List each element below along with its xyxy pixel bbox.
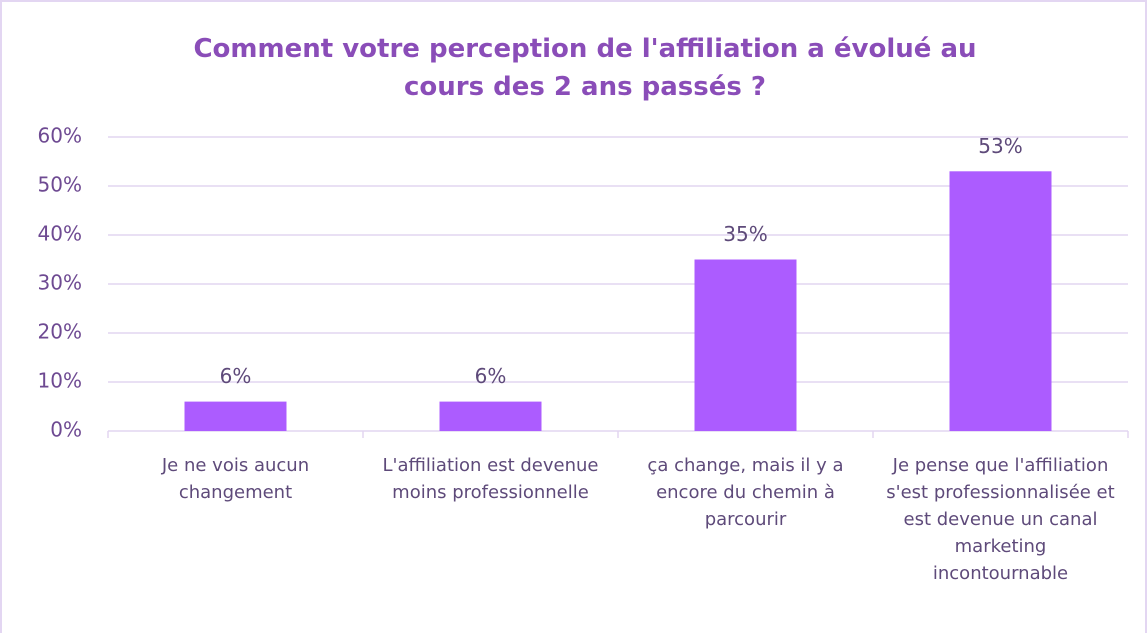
value-label: 35% <box>723 222 767 246</box>
y-tick-label: 0% <box>50 418 82 442</box>
y-tick-label: 60% <box>38 124 82 148</box>
value-label: 6% <box>220 364 252 388</box>
x-tick-label: Je ne vois aucun changement <box>161 455 310 503</box>
y-tick-label: 10% <box>38 369 82 393</box>
y-tick-label: 30% <box>38 271 82 295</box>
bar <box>694 259 797 431</box>
chart-title: Comment votre perception de l'affiliatio… <box>193 34 977 102</box>
y-tick-label: 50% <box>38 173 82 197</box>
x-tick-label: Je pense que l'affiliation s'est profess… <box>886 455 1115 584</box>
y-tick-label: 20% <box>38 320 82 344</box>
bar <box>949 171 1052 432</box>
bar <box>184 401 287 431</box>
value-label: 53% <box>978 134 1022 158</box>
x-tick-label: L'affiliation est devenue moins professi… <box>382 455 599 503</box>
bar <box>439 401 542 431</box>
x-tick-label: ça change, mais il y a encore du chemin … <box>647 455 844 530</box>
y-tick-label: 40% <box>38 222 82 246</box>
value-label: 6% <box>475 364 507 388</box>
